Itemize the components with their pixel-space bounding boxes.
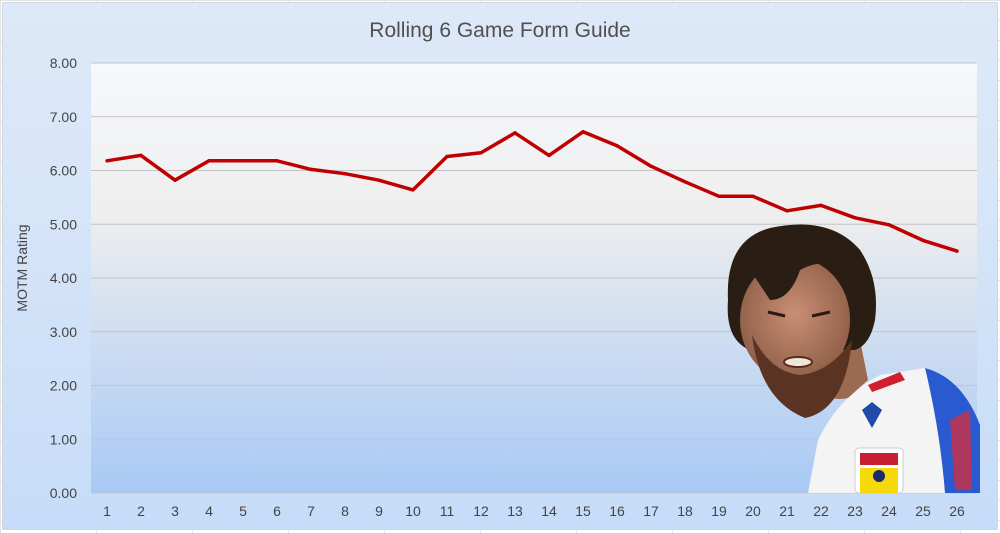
kit-logo [862,402,882,428]
data-point [139,153,143,158]
data-point [275,159,279,163]
data-point [615,144,619,148]
data-point [173,178,177,182]
x-tick-labels: 1 2 3 4 5 6 7 8 9 10 11 12 13 14 15 16 17 18 19 20 21 22 23 24 2… [103,503,965,519]
x-tick-label: 4 [205,503,213,519]
data-point [377,178,381,182]
data-point [309,167,313,172]
data-point [547,153,551,158]
y-tick-label: 4.00 [50,270,77,286]
x-tick-label: 6 [273,503,281,519]
data-point [921,238,925,243]
chart-title: Rolling 6 Game Form Guide [369,19,631,42]
x-tick-label: 14 [541,503,557,519]
series-group [105,130,959,253]
x-tick-label: 3 [171,503,179,519]
data-point [717,194,721,198]
data-point [751,194,755,198]
x-tick-label: 25 [915,503,931,519]
data-point [853,216,857,220]
x-tick-label: 11 [440,503,455,519]
data-point [343,172,347,176]
data-point [649,164,653,168]
y-tick-label: 2.00 [50,378,77,394]
sponsor-badge-top [860,453,898,465]
x-tick-label: 15 [575,503,591,519]
data-point [581,130,585,134]
x-tick-label: 26 [949,503,965,519]
player-mouth [783,356,813,368]
x-tick-label: 9 [375,503,383,519]
y-tick-label: 3.00 [50,324,77,340]
y-tick-label: 6.00 [50,163,77,179]
hair-strands [745,252,845,300]
x-tick-label: 12 [473,503,489,519]
x-tick-label: 13 [507,503,523,519]
shirt-collar-red [868,372,905,392]
x-tick-label: 8 [341,503,349,519]
y-tick-label: 1.00 [50,431,77,447]
data-point [819,203,823,208]
x-tick-label: 16 [609,503,625,519]
data-point [683,180,687,184]
y-tick-label: 0.00 [50,485,77,501]
x-tick-label: 7 [307,503,315,519]
x-tick-label: 1 [103,503,111,519]
sponsor-badge-dot [873,470,885,482]
data-point [955,249,959,253]
data-point [105,159,109,163]
x-tick-label: 20 [745,503,761,519]
y-tick-labels: 0.00 1.00 2.00 3.00 4.00 5.00 6.00 7.00 8.00 [50,55,77,501]
player-eyes [767,310,831,318]
y-tick-label: 8.00 [50,55,77,71]
data-point [445,154,449,159]
x-tick-label: 21 [779,503,795,519]
x-tick-label: 5 [239,503,247,519]
data-point [411,188,415,192]
series-line [106,130,958,253]
x-tick-label: 17 [643,503,659,519]
x-tick-label: 2 [137,503,145,519]
player-beard [752,335,852,418]
x-tick-label: 10 [405,503,421,519]
data-point [241,159,245,163]
data-point [887,223,891,227]
data-point [513,131,517,135]
x-tick-label: 22 [813,503,829,519]
y-tick-label: 7.00 [50,109,77,125]
x-tick-label: 23 [847,503,863,519]
x-tick-label: 19 [711,503,727,519]
data-point [479,151,483,155]
y-tick-label: 5.00 [50,216,77,232]
shirt-sleeve-text [950,410,972,490]
data-point [785,209,789,213]
x-tick-label: 24 [881,503,897,519]
x-tick-label: 18 [677,503,693,519]
data-point [207,159,211,163]
player-photo [727,224,980,494]
